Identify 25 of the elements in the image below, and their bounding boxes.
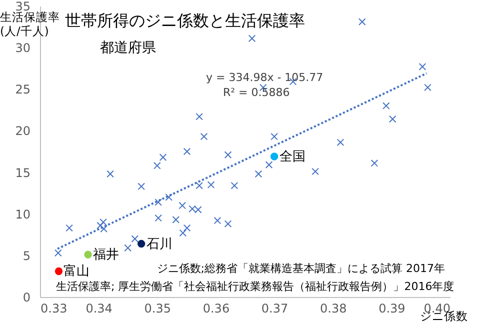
annotation: R² = 0.5886	[223, 86, 290, 99]
y-tick-label: 0	[22, 290, 30, 304]
series-label: 福井	[93, 248, 120, 263]
y-tick-label: 20	[15, 124, 30, 138]
x-tick-label: 0.33	[40, 302, 68, 316]
series-label: 全国	[279, 149, 306, 164]
text: 都道府県	[100, 40, 156, 56]
annotation: 生活保護率; 厚生労働省「社会福祉行政業務報告（福祉行政報告例）」2016年度	[56, 280, 454, 293]
x-tick-label: 0.36	[202, 302, 230, 316]
x-tick-label: 0.34	[86, 302, 112, 316]
y-axis-title: 生活保護率 (人/千人)	[0, 10, 60, 38]
series-label: 石川	[146, 236, 172, 252]
y-tick-label: 10	[15, 207, 30, 222]
x-tick-label: 0.38	[320, 302, 347, 316]
annotation: y = 334.98x - 105.77	[206, 71, 324, 84]
series-label: 富山	[64, 263, 90, 280]
annotation: ジニ係数;総務省「就業構造基本調査」による試算 2017年	[156, 262, 445, 275]
x-tick-label: 0.35	[144, 302, 171, 316]
chart-title: 世帯所得のジニ係数と生活保護率	[65, 11, 305, 30]
y-tick-label: 15	[15, 166, 30, 180]
x-tick-label: 0.37	[261, 302, 288, 316]
x-tick-label: 0.39	[378, 302, 406, 316]
y-tick-label: 5	[22, 248, 30, 263]
y-tick-label: 25	[15, 82, 30, 97]
y-tick-label: 30	[15, 41, 30, 56]
